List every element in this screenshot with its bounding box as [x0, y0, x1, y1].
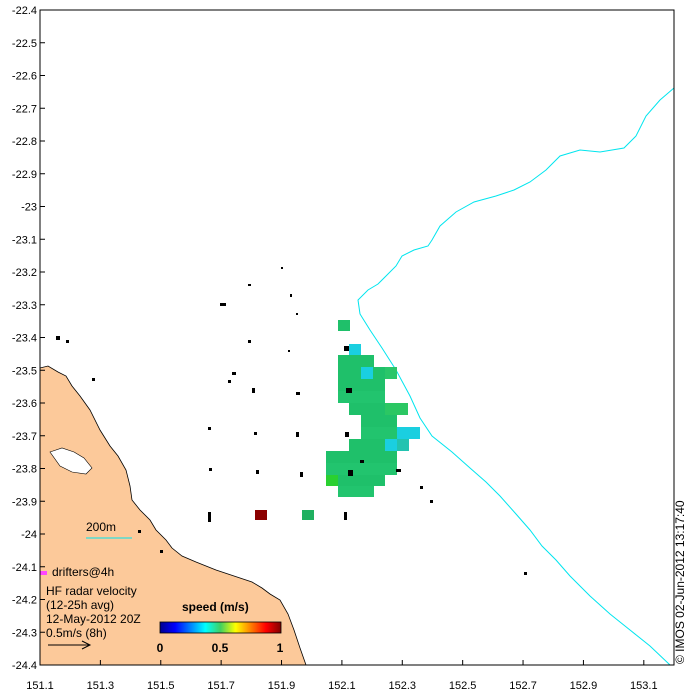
- drifters-label: drifters@4h: [52, 565, 114, 579]
- radar-date: 12-May-2012 20Z: [46, 612, 141, 626]
- isobath-200m-line: [357, 87, 674, 665]
- y-tick-label: -24.3: [12, 627, 37, 639]
- y-tick-label: -23.5: [12, 365, 37, 377]
- x-tick-label: 151.7: [207, 680, 235, 692]
- y-tick-label: -23.7: [12, 431, 37, 443]
- y-tick-label: -23: [21, 202, 37, 214]
- y-tick-label: -24.2: [12, 595, 37, 607]
- y-tick-label: -23.4: [12, 333, 37, 345]
- x-tick-label: 151.3: [87, 680, 115, 692]
- y-tick-label: -23.8: [12, 464, 37, 476]
- y-tick-label: -22.5: [12, 38, 37, 50]
- y-tick-label: -23.6: [12, 398, 37, 410]
- y-tick-label: -22.8: [12, 136, 37, 148]
- y-tick-label: -22.6: [12, 71, 37, 83]
- estuary: [49, 447, 93, 475]
- colorbar: [159, 621, 282, 634]
- drifter-marker: [40, 571, 47, 575]
- latitude-axis: -22.4 -22.5 -22.6 -22.7 -22.8 -22.9 -23 -23.1 -2…: [12, 5, 45, 672]
- colorbar-tick-0: 0: [157, 641, 164, 655]
- scale-label: 0.5m/s (8h): [46, 626, 107, 640]
- x-tick-label: 152.7: [509, 680, 537, 692]
- credit-text: © IMOS 02-Jun-2012 13:17:40: [673, 500, 687, 664]
- y-tick-label: -22.7: [12, 103, 37, 115]
- x-tick-label: 152.5: [449, 680, 477, 692]
- isobath-label: 200m: [86, 520, 116, 534]
- radar-avg: (12-25h avg): [46, 598, 114, 612]
- y-tick-label: -22.9: [12, 169, 37, 181]
- x-tick-label: 151.5: [147, 680, 175, 692]
- colorbar-tick-1: 1: [277, 641, 284, 655]
- scale-arrow: [48, 640, 92, 650]
- radar-title: HF radar velocity: [46, 584, 137, 598]
- x-tick-label: 152.1: [328, 680, 356, 692]
- longitude-axis: 151.1 151.3 151.5 151.7 151.9 152.1 152.3 152.5…: [26, 660, 658, 692]
- x-tick-label: 151.1: [26, 680, 54, 692]
- y-tick-label: -22.4: [12, 5, 37, 17]
- colorbar-tick-0-5: 0.5: [212, 641, 229, 655]
- colorbar-title: speed (m/s): [182, 600, 249, 614]
- y-tick-label: -24.1: [12, 562, 37, 574]
- y-tick-label: -23.2: [12, 267, 37, 279]
- y-tick-label: -23.1: [12, 234, 37, 246]
- land-mass: [40, 365, 307, 665]
- y-tick-label: -24: [21, 529, 37, 541]
- x-tick-label: 152.9: [570, 680, 598, 692]
- y-tick-label: -24.4: [12, 660, 37, 672]
- y-tick-label: -23.3: [12, 300, 37, 312]
- x-tick-label: 153.1: [630, 680, 658, 692]
- x-tick-label: 151.9: [268, 680, 296, 692]
- reefs: [56, 267, 527, 575]
- y-tick-label: -23.9: [12, 496, 37, 508]
- x-tick-label: 152.3: [389, 680, 417, 692]
- radar-cells: [255, 320, 420, 520]
